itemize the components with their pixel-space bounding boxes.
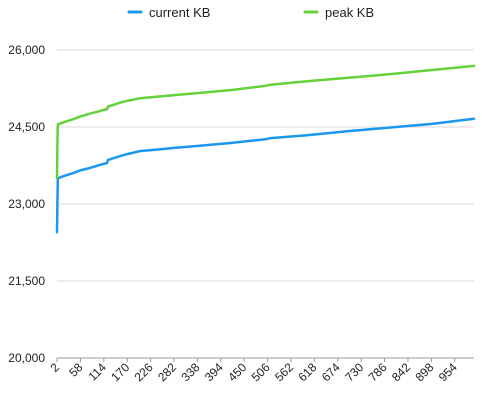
x-tick-label: 506 (249, 360, 273, 384)
x-axis: 2 58 114 170 226 282 338 394 450 506 562 618 674 730 7… (47, 358, 460, 384)
x-tick-label: 114 (85, 360, 109, 384)
x-tick-label: 786 (366, 360, 390, 384)
x-tick-label: 226 (132, 360, 156, 384)
x-tick-label: 562 (272, 360, 296, 384)
series-lines (55, 64, 476, 234)
y-tick-label: 21,500 (8, 274, 45, 288)
x-tick-label: 450 (225, 360, 249, 384)
x-tick-label: 954 (436, 360, 460, 384)
y-tick-label: 20,000 (8, 351, 45, 365)
x-tick-label: 58 (66, 360, 86, 380)
legend: current KB peak KB (127, 5, 374, 20)
legend-label: peak KB (325, 5, 374, 20)
x-tick-label: 338 (178, 360, 202, 384)
x-tick-label: 2 (47, 360, 62, 375)
series-line-current-kb (55, 117, 476, 234)
legend-label: current KB (149, 5, 210, 20)
x-tick-label: 618 (295, 360, 319, 384)
y-tick-label: 24,500 (8, 120, 45, 134)
x-tick-label: 730 (342, 360, 366, 384)
x-tick-label: 282 (155, 360, 179, 384)
gridlines (57, 49, 474, 359)
x-tick-label: 674 (319, 360, 343, 384)
x-tick-label: 170 (108, 360, 132, 384)
series-line-peak-kb (55, 64, 476, 180)
x-tick-label: 898 (412, 360, 436, 384)
y-tick-label: 26,000 (8, 43, 45, 57)
x-tick-label: 394 (202, 360, 226, 384)
y-axis: 20,000 21,500 23,000 24,500 26,000 (8, 43, 45, 365)
y-tick-label: 23,000 (8, 197, 45, 211)
x-tick-label: 842 (389, 360, 413, 384)
